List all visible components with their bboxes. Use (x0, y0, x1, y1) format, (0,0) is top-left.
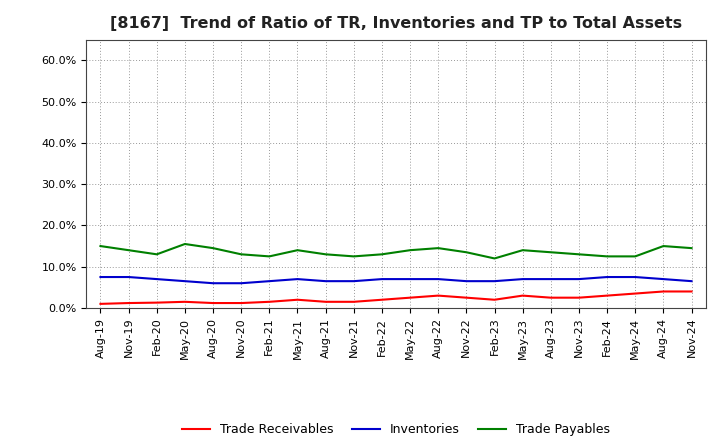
Inventories (687, 279, 696, 284)
Trade Receivables (181, 299, 189, 304)
Trade Receivables (321, 299, 330, 304)
Inventories (96, 275, 105, 280)
Inventories (265, 279, 274, 284)
Inventories (321, 279, 330, 284)
Trade Payables (293, 248, 302, 253)
Inventories (349, 279, 358, 284)
Trade Payables (377, 252, 386, 257)
Trade Payables (321, 252, 330, 257)
Trade Payables (349, 254, 358, 259)
Inventories (153, 276, 161, 282)
Trade Payables (687, 246, 696, 251)
Inventories (209, 281, 217, 286)
Inventories (546, 276, 555, 282)
Inventories (631, 275, 639, 280)
Inventories (406, 276, 415, 282)
Trade Payables (125, 248, 133, 253)
Trade Payables (575, 252, 583, 257)
Trade Receivables (462, 295, 471, 301)
Trade Receivables (349, 299, 358, 304)
Trade Receivables (687, 289, 696, 294)
Trade Receivables (434, 293, 443, 298)
Trade Payables (462, 249, 471, 255)
Trade Receivables (265, 299, 274, 304)
Trade Receivables (546, 295, 555, 301)
Inventories (462, 279, 471, 284)
Trade Payables (659, 243, 667, 249)
Inventories (518, 276, 527, 282)
Trade Payables (603, 254, 611, 259)
Line: Trade Receivables: Trade Receivables (101, 291, 691, 304)
Trade Receivables (406, 295, 415, 301)
Inventories (181, 279, 189, 284)
Trade Payables (153, 252, 161, 257)
Inventories (434, 276, 443, 282)
Trade Receivables (237, 301, 246, 306)
Trade Receivables (153, 300, 161, 305)
Trade Receivables (209, 301, 217, 306)
Trade Receivables (518, 293, 527, 298)
Trade Payables (209, 246, 217, 251)
Inventories (659, 276, 667, 282)
Inventories (575, 276, 583, 282)
Line: Inventories: Inventories (101, 277, 691, 283)
Inventories (490, 279, 499, 284)
Trade Receivables (603, 293, 611, 298)
Trade Receivables (293, 297, 302, 302)
Line: Trade Payables: Trade Payables (101, 244, 691, 258)
Inventories (603, 275, 611, 280)
Trade Payables (237, 252, 246, 257)
Trade Receivables (631, 291, 639, 296)
Trade Receivables (377, 297, 386, 302)
Trade Payables (546, 249, 555, 255)
Trade Receivables (490, 297, 499, 302)
Trade Payables (96, 243, 105, 249)
Trade Receivables (575, 295, 583, 301)
Trade Payables (265, 254, 274, 259)
Trade Receivables (125, 301, 133, 306)
Trade Payables (631, 254, 639, 259)
Trade Payables (490, 256, 499, 261)
Inventories (237, 281, 246, 286)
Inventories (377, 276, 386, 282)
Trade Payables (181, 242, 189, 247)
Trade Payables (518, 248, 527, 253)
Trade Payables (434, 246, 443, 251)
Trade Receivables (659, 289, 667, 294)
Title: [8167]  Trend of Ratio of TR, Inventories and TP to Total Assets: [8167] Trend of Ratio of TR, Inventories… (110, 16, 682, 32)
Inventories (125, 275, 133, 280)
Trade Payables (406, 248, 415, 253)
Inventories (293, 276, 302, 282)
Trade Receivables (96, 301, 105, 307)
Legend: Trade Receivables, Inventories, Trade Payables: Trade Receivables, Inventories, Trade Pa… (177, 418, 615, 440)
